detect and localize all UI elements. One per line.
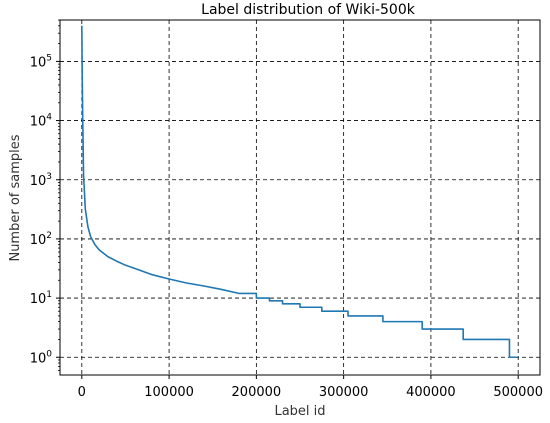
y-tick-label: 104	[30, 113, 53, 130]
y-tick-label: 100	[30, 349, 53, 366]
y-axis-ticks: 100 101 102 103 104 105	[30, 19, 60, 371]
y-tick-label: 101	[30, 290, 52, 307]
chart-title: Label distribution of Wiki-500k	[201, 2, 416, 18]
x-tick-label: 300000	[319, 385, 369, 400]
y-axis-label: Number of samples	[8, 134, 23, 261]
plot-area	[60, 20, 540, 375]
x-tick-label: 0	[78, 385, 86, 400]
x-tick-label: 400000	[406, 385, 456, 400]
y-tick-label: 103	[30, 172, 52, 189]
x-axis-ticks: 0 100000 200000 300000 400000 500000	[78, 375, 543, 400]
x-axis-label: Label id	[274, 404, 325, 419]
x-tick-label: 200000	[232, 385, 282, 400]
y-tick-label: 102	[30, 231, 52, 248]
series-line	[81, 25, 519, 359]
y-tick-label: 105	[30, 53, 52, 70]
x-tick-label: 100000	[144, 385, 194, 400]
grid-lines	[60, 20, 540, 375]
x-tick-label: 500000	[493, 385, 543, 400]
series-layer	[81, 25, 519, 359]
